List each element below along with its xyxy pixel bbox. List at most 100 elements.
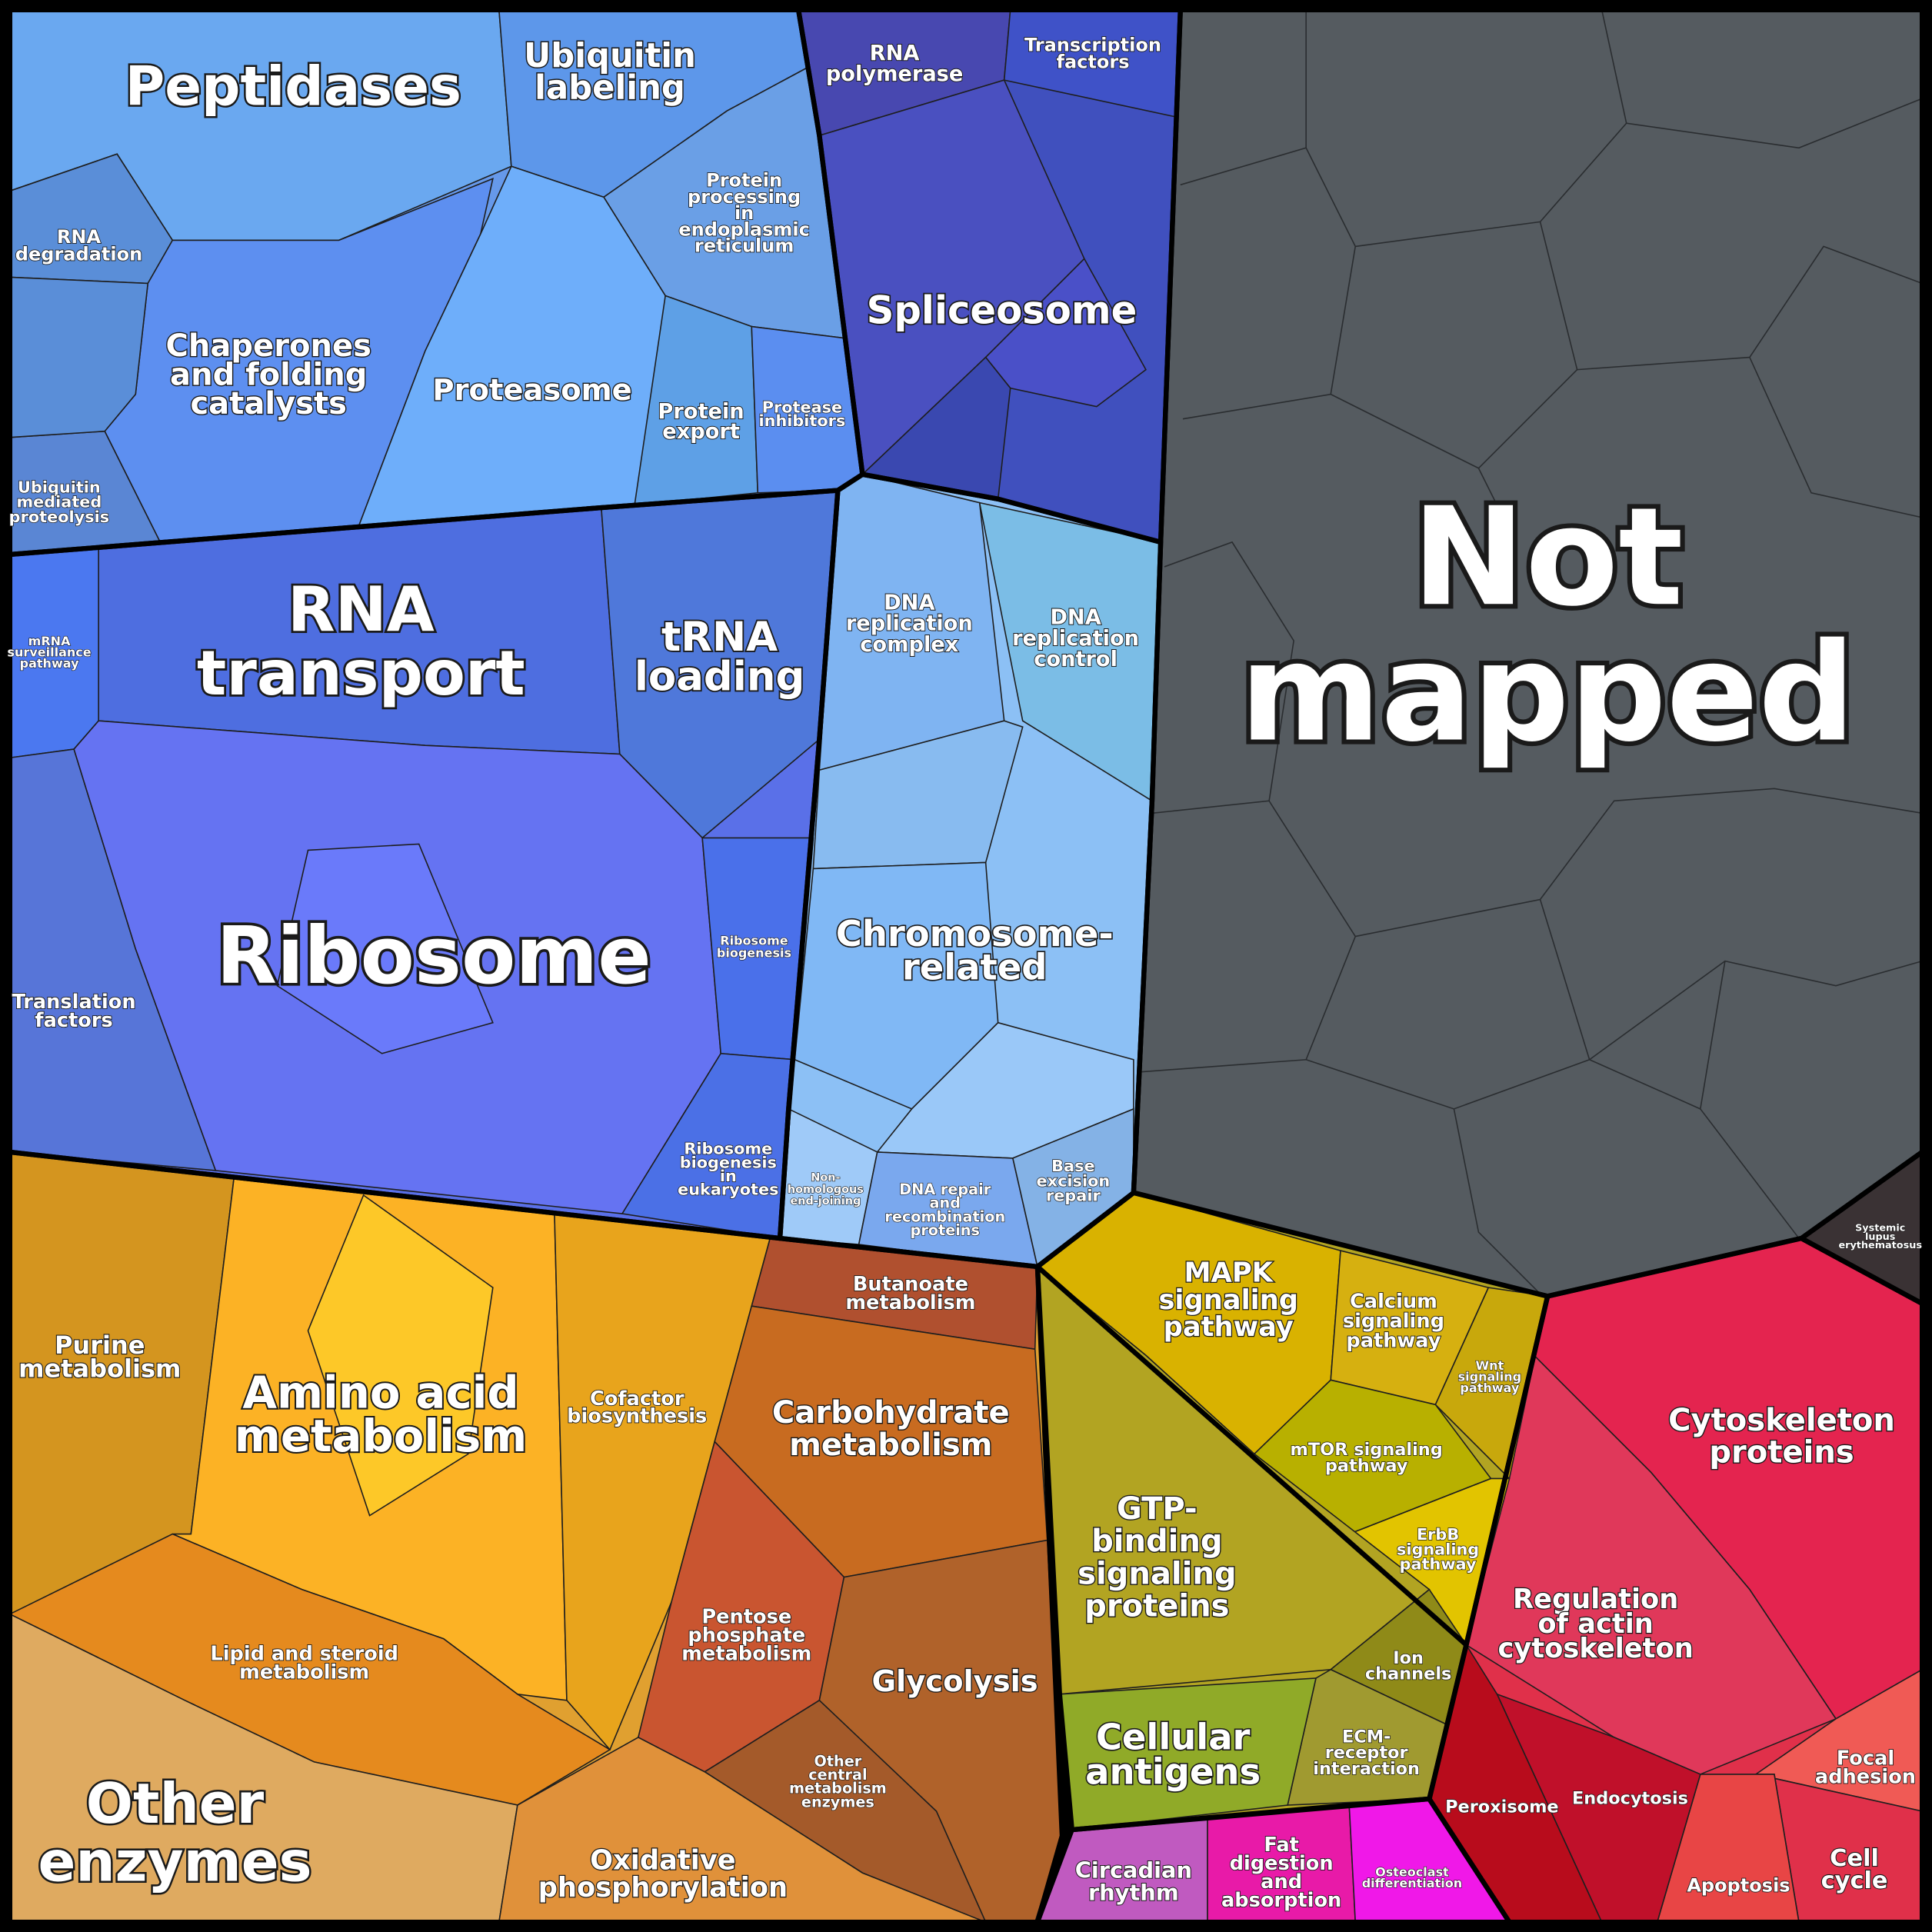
- region-label: Focal: [1837, 1747, 1894, 1770]
- cell-border: [1151, 541, 1294, 814]
- region-label: proteins: [911, 1221, 980, 1239]
- region-label: metabolism: [18, 1354, 181, 1383]
- region-label: mTOR signaling: [1291, 1440, 1443, 1460]
- region-label: signaling: [1397, 1540, 1479, 1558]
- region: [276, 843, 494, 1054]
- region-label: Chromosome-: [836, 913, 1114, 954]
- region-label: metabolism: [239, 1661, 369, 1684]
- region-label: Ribosome: [720, 933, 788, 948]
- region-label: pathway: [1325, 1456, 1408, 1476]
- region-label: repair: [1046, 1187, 1101, 1205]
- region-label: Amino acid: [242, 1367, 518, 1419]
- region-label: Systemic: [1855, 1223, 1905, 1234]
- region-label: loading: [635, 653, 805, 700]
- region-label: replication: [1012, 627, 1139, 651]
- region-label: Pentose: [701, 1605, 791, 1628]
- cell-border: [1577, 245, 1923, 371]
- region-label: biogenesis: [680, 1153, 777, 1171]
- region-label: central: [808, 1766, 867, 1784]
- region-label: of actin: [1537, 1608, 1653, 1640]
- region-label: and: [1261, 1870, 1302, 1894]
- region-label: Apoptosis: [1687, 1875, 1790, 1897]
- region-label: Other: [814, 1752, 862, 1770]
- region-label: Cofactor: [590, 1387, 685, 1411]
- region-label: DNA: [884, 591, 934, 615]
- region-label: enzymes: [38, 1830, 311, 1895]
- region-label: pathway: [1346, 1330, 1441, 1353]
- region-label: metabolism: [789, 1780, 887, 1797]
- region-label: Osteoclast: [1375, 1865, 1449, 1880]
- region-label: phosphorylation: [538, 1872, 788, 1904]
- region-label: factors: [1057, 52, 1130, 73]
- region: [307, 1194, 494, 1517]
- region-label: binding: [1091, 1524, 1222, 1559]
- region-label: pathway: [1400, 1555, 1477, 1574]
- region-label: proteolysis: [9, 508, 109, 526]
- region-label: channels: [1365, 1664, 1451, 1684]
- region-label: MAPK: [1184, 1257, 1274, 1289]
- region-label: absorption: [1221, 1889, 1341, 1912]
- region-label: RNA: [288, 574, 435, 645]
- region-label: receptor: [1325, 1743, 1408, 1763]
- region-label: ErbB: [1417, 1525, 1459, 1544]
- region-label: Peptidases: [125, 55, 461, 118]
- cell-border: [1330, 222, 1578, 469]
- region-label: metabolism: [235, 1410, 527, 1462]
- region-label: Endocytosis: [1572, 1788, 1688, 1808]
- region-label: proteins: [1709, 1434, 1854, 1470]
- region-label: surveillance: [7, 645, 91, 660]
- region-label: Protease: [762, 398, 842, 416]
- region-label: processing: [688, 186, 801, 208]
- region-label: biogenesis: [717, 945, 791, 960]
- region-label: Purine: [55, 1331, 145, 1360]
- region-label: Cell: [1830, 1845, 1879, 1872]
- region-label: erythematosus: [1838, 1240, 1922, 1251]
- region-label: Ion: [1393, 1648, 1424, 1668]
- region-label: RNA: [870, 42, 920, 65]
- region-label: Proteasome: [432, 373, 631, 408]
- region-label: lupus: [1865, 1231, 1896, 1243]
- region-label: signaling: [1458, 1370, 1522, 1384]
- region-label: Spliceosome: [867, 288, 1138, 332]
- region-label: Peroxisome: [1445, 1797, 1558, 1817]
- region-label: polymerase: [826, 62, 964, 86]
- region-label: Lipid and steroid: [210, 1643, 398, 1666]
- region: [812, 720, 1024, 870]
- region-label: antigens: [1085, 1750, 1261, 1792]
- region-label: signaling: [1158, 1284, 1298, 1316]
- region-label: Translation: [12, 991, 136, 1014]
- region-label: degradation: [15, 244, 142, 265]
- region-label: interaction: [1313, 1759, 1420, 1779]
- region-label: Glycolysis: [872, 1664, 1038, 1699]
- region-label: reticulum: [695, 235, 794, 257]
- region-label: Base: [1051, 1157, 1094, 1175]
- region-label: metabolism: [681, 1643, 811, 1666]
- cell-border: [1453, 1108, 1541, 1294]
- region-label: metabolism: [789, 1427, 992, 1463]
- region-label: Wnt: [1476, 1358, 1504, 1373]
- region-label: mediated: [16, 493, 102, 511]
- region-label: cycle: [1821, 1867, 1888, 1894]
- region-label: control: [1034, 648, 1118, 671]
- region-label: labeling: [535, 68, 685, 107]
- region-label: complex: [860, 633, 958, 657]
- region-label: mRNA: [28, 634, 71, 648]
- region-label: transport: [197, 638, 525, 709]
- region-label: phosphate: [688, 1624, 805, 1647]
- region-label: ECM-: [1342, 1727, 1391, 1747]
- region: [703, 1699, 988, 1924]
- region-label: in: [734, 202, 754, 224]
- region-label: excision: [1037, 1171, 1111, 1190]
- region-label: and: [930, 1194, 961, 1212]
- region-label: factors: [35, 1009, 112, 1032]
- region-label: digestion: [1230, 1852, 1334, 1875]
- region-label: in: [720, 1167, 737, 1185]
- region-label: Non-: [811, 1172, 840, 1184]
- region-label: Ribosome: [216, 911, 651, 1002]
- region-label: endoplasmic: [678, 218, 810, 240]
- region-label: Cellular: [1096, 1717, 1251, 1758]
- region-label: signaling: [1343, 1310, 1444, 1333]
- region-label: DNA: [1050, 606, 1101, 630]
